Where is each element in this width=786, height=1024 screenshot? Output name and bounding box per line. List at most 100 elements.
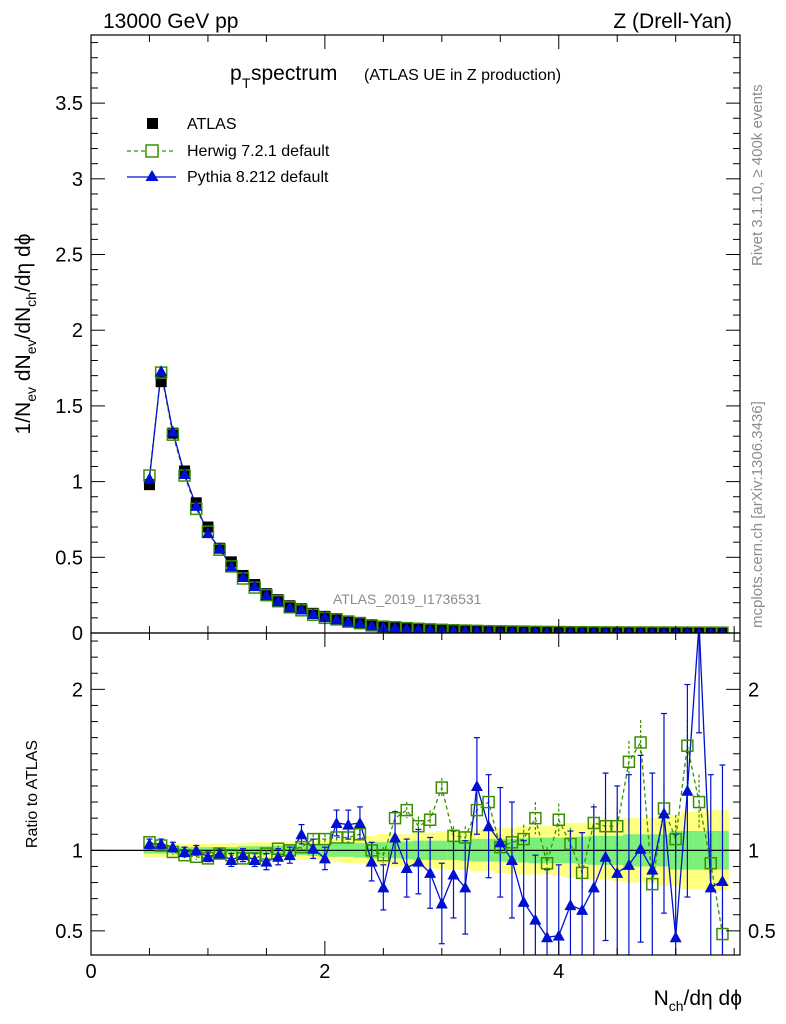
pythia-main-point (155, 365, 168, 377)
pythia-ratio-point (307, 842, 320, 854)
herwig-ratio-point (610, 819, 624, 833)
pythia-main-point (260, 589, 273, 601)
pythia-ratio-point (459, 881, 472, 893)
pythia-ratio-point (412, 855, 425, 867)
pythia-ratio-point (505, 854, 518, 866)
herwig-ratio-point (704, 856, 718, 870)
herwig-ratio-point (318, 832, 332, 846)
pythia-main-point (695, 626, 703, 633)
pythia-ratio-line (149, 633, 723, 938)
pythia-ratio-point (564, 899, 577, 911)
herwig-ratio-point (435, 781, 449, 794)
herwig-ratio-point (365, 844, 378, 857)
pythia-ratio-point (248, 854, 261, 866)
pythia-ratio-point (552, 929, 565, 941)
pythia-main-point (601, 626, 610, 633)
herwig-ratio-point (353, 828, 367, 841)
pythia-main-point (472, 624, 482, 633)
pythia-ratio-point (295, 828, 308, 840)
pythia-ratio-point (576, 903, 589, 915)
herwig-ratio-point (529, 811, 542, 825)
legend-pythia-marker (145, 170, 159, 181)
ratio-y-tick-label: 1 (72, 840, 83, 862)
pythia-ratio-point (225, 854, 238, 866)
herwig-ratio-point (447, 829, 460, 843)
pythia-ratio-point (541, 931, 554, 943)
analysis-watermark: ATLAS_2019_I1736531 (333, 591, 482, 607)
pythia-main-point (318, 611, 331, 623)
pythia-main-point (660, 626, 668, 633)
pythia-ratio-point (611, 866, 624, 878)
herwig-ratio-point (423, 813, 437, 827)
atlas-main-point (155, 376, 167, 388)
pythia-ratio-point (622, 858, 635, 870)
pythia-ratio-point (155, 837, 168, 849)
pythia-ratio-point (213, 847, 226, 859)
pythia-ratio-point (400, 862, 413, 874)
pythia-main-point (365, 619, 378, 631)
pythia-main-point (625, 626, 633, 633)
pythia-main-point (648, 626, 656, 633)
herwig-ratio-point (564, 837, 577, 851)
pythia-ratio-point (318, 852, 331, 864)
ratio-panel: 0.5 0.5 1 1 2 2 0 2 4 (55, 633, 776, 983)
herwig-ratio-point (646, 877, 659, 891)
header-right-label: Z (Drell-Yan) (613, 10, 732, 33)
pythia-main-point (683, 626, 691, 633)
pythia-main-point (389, 621, 402, 633)
pythia-main-point (283, 601, 296, 613)
legend: ATLAS Herwig 7.2.1 default Pythia 8.212 … (127, 116, 330, 186)
pythia-ratio-point (634, 842, 647, 854)
pythia-main-point (178, 468, 191, 480)
pythia-main-point (507, 625, 516, 633)
pythia-ratio-point (716, 874, 729, 886)
pythia-main-point (460, 624, 470, 633)
title-sub-t: T (242, 75, 251, 91)
pythia-main-point (295, 603, 308, 615)
main-y-tick-label: 1 (72, 472, 83, 494)
pythia-ratio-point (143, 837, 156, 849)
pythia-main-point (225, 560, 238, 572)
ratio-frame (90, 632, 741, 956)
ratio-y-tick-label-right: 1 (748, 840, 759, 862)
pythia-main-point (213, 542, 226, 554)
x-tick-label: 0 (85, 961, 96, 983)
pythia-main-point (237, 570, 250, 582)
main-y-tick-label: 3 (72, 169, 83, 191)
pythia-ratio-point (365, 855, 378, 867)
pythia-main-point (353, 617, 366, 629)
x-tick-label: 4 (553, 961, 564, 983)
pythia-ratio-point (681, 784, 694, 796)
title-p: p (230, 62, 242, 85)
ratio-y-tick-label-right: 0.5 (748, 921, 776, 943)
pythia-ratio-point (435, 897, 448, 909)
legend-atlas-label: ATLAS (187, 116, 237, 133)
main-y-tick-label: 3.5 (55, 93, 83, 115)
pythia-ratio-point (424, 866, 437, 878)
pythia-main-point (166, 425, 179, 437)
title-note: (ATLAS UE in Z production) (364, 67, 561, 84)
pythia-main-point (143, 472, 156, 484)
pythia-main-point (400, 622, 413, 633)
main-y-tick-label: 1.5 (55, 396, 83, 418)
herwig-ratio-point (587, 816, 601, 830)
atlas-main-point (202, 521, 214, 533)
header-left-label: 13000 GeV pp (103, 10, 238, 33)
herwig-ratio-point (540, 856, 554, 870)
herwig-ratio-point (517, 832, 530, 846)
pythia-ratio-point (190, 844, 203, 856)
pythia-ratio-point (447, 868, 460, 880)
x-tick-label: 2 (319, 961, 330, 983)
pythia-ratio-point (529, 913, 542, 925)
pythia-ratio-point (517, 895, 530, 907)
pythia-ratio-point (646, 863, 659, 875)
herwig-ratio-point (599, 819, 612, 833)
pythia-ratio-point (470, 779, 483, 791)
pythia-main-point (412, 622, 424, 633)
ratio-y-axis-label: Ratio to ATLAS (24, 740, 41, 848)
herwig-ratio-point (412, 819, 425, 833)
mcplots-label: mcplots.cern.ch [arXiv:1306.3436] (749, 401, 766, 628)
main-y-tick-label: 2.5 (55, 245, 83, 267)
herwig-ratio-point (342, 831, 355, 844)
herwig-ratio-point (377, 848, 390, 862)
